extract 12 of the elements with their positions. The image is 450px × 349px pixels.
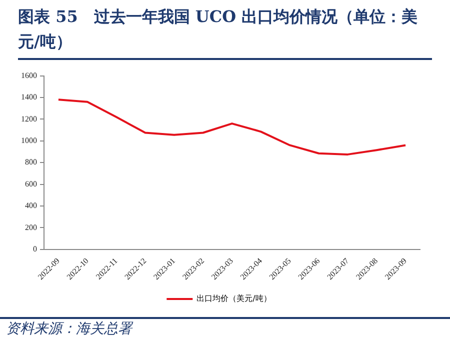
legend-label: 出口均价（美元/吨） <box>196 294 272 304</box>
y-tick-label: 0 <box>33 244 37 254</box>
y-tick-label: 1400 <box>21 92 37 102</box>
y-tick-label: 800 <box>25 158 37 167</box>
y-tick-label: 400 <box>25 201 37 210</box>
y-tick-label: 600 <box>25 179 37 188</box>
text: 资料来源：海关总署 <box>6 320 132 338</box>
y-tick-label: 200 <box>25 222 37 232</box>
y-tick-label: 1000 <box>21 136 37 145</box>
chart-title: 图表 55 过去一年我国 UCO 出口均价情况（单位：美元/吨） <box>18 6 419 53</box>
y-tick-label: 1200 <box>21 114 37 124</box>
y-tick-label: 1600 <box>21 70 37 80</box>
